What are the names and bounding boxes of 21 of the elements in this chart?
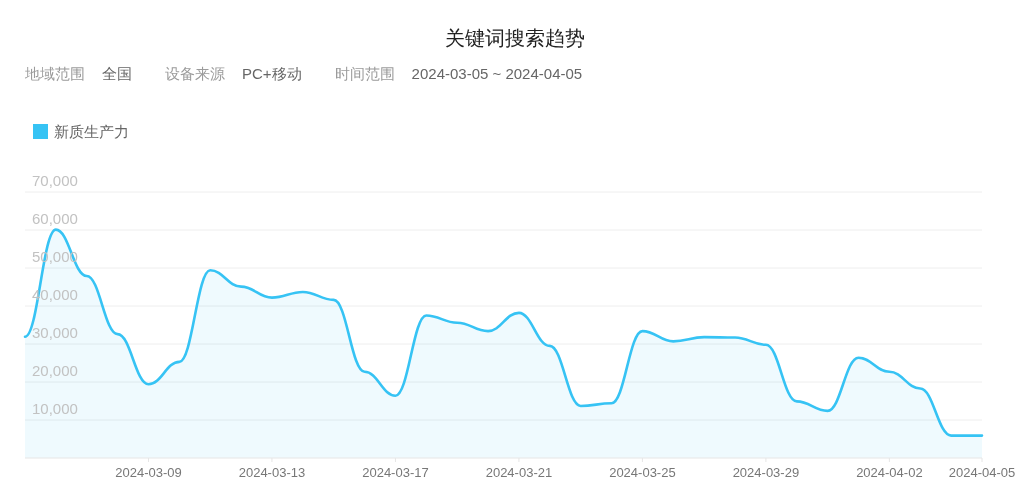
x-tick-label: 2024-03-09 [115,465,182,480]
x-tick-label: 2024-04-02 [856,465,923,480]
legend-label: 新质生产力 [54,123,129,140]
y-tick-label: 20,000 [32,362,78,379]
title: 关键词搜索趋势 [445,27,585,49]
x-tick-label: 2024-03-25 [609,465,676,480]
y-tick-label: 70,000 [32,172,78,189]
annotation: PC+移动 [242,65,302,82]
x-tick-label: 2024-03-29 [732,465,800,480]
x-tick-label: 2024-03-13 [238,465,306,480]
y-tick-label: 10,000 [32,400,78,417]
annotation: 时间范围 [334,65,395,82]
x-tick-label: 2024-04-05 [948,465,1016,480]
annotation: 2024-03-05 ~ 2024-04-05 [411,65,583,82]
y-tick-label: 60,000 [32,210,78,227]
annotation: 全国 [102,65,132,82]
x-tick-label: 2024-03-17 [362,465,429,480]
x-tick-label: 2024-03-21 [485,465,553,480]
annotation: 设备来源 [165,65,225,82]
y-tick-label: 30,000 [32,324,78,341]
annotation: 地域范围 [25,65,85,82]
